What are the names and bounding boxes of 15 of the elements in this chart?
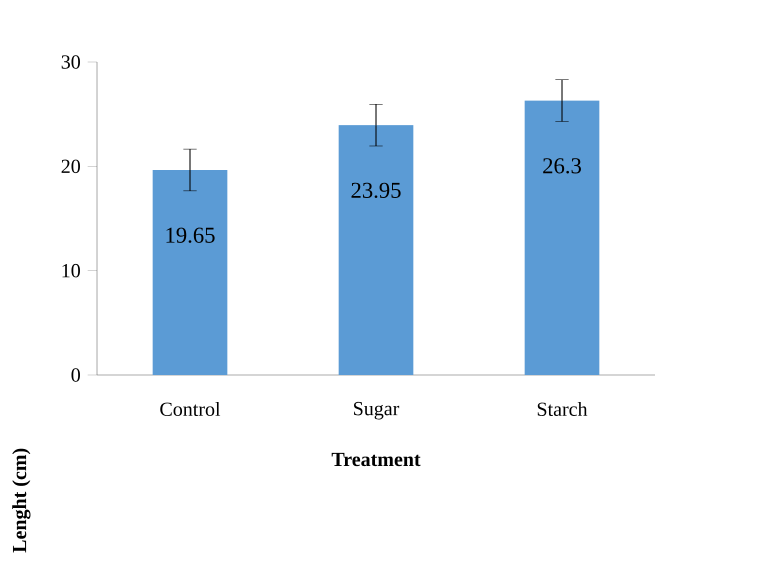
bar (152, 170, 228, 375)
x-tick-label: Sugar (354, 402, 400, 420)
y-axis-title: Lenght (cm) (12, 448, 30, 552)
bar (338, 125, 414, 375)
x-axis-title: Treatment (332, 452, 421, 466)
x-tick-label: Starch (538, 402, 588, 416)
data-label: 23.95 (352, 182, 401, 198)
data-label: 26.3 (543, 158, 581, 174)
y-tick-label: 0 (71, 368, 80, 382)
data-label: 19.65 (166, 228, 215, 243)
x-tick-label: Control (160, 402, 220, 416)
y-tick-label: 10 (62, 264, 80, 278)
y-tick-label: 30 (62, 55, 80, 69)
y-tick-label: 20 (62, 160, 80, 174)
bar (524, 100, 600, 375)
